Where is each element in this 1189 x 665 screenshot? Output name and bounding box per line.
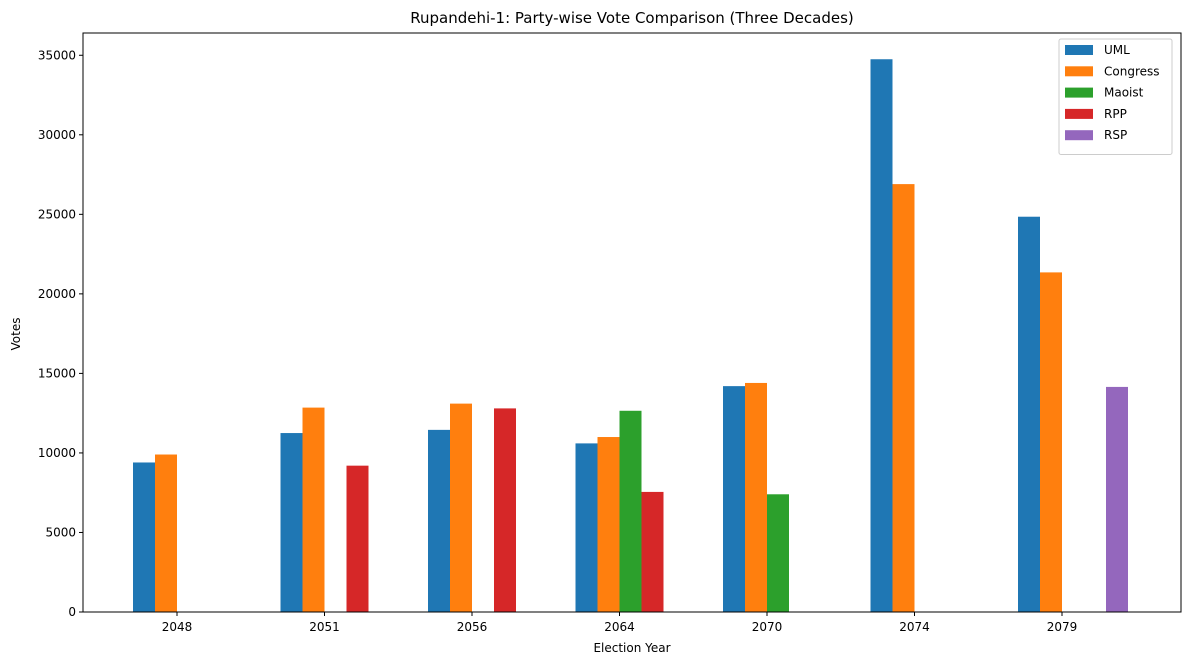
bar-rsp-2079 [1106, 386, 1128, 612]
y-tick-label: 30000 [38, 128, 76, 142]
legend-swatch-rpp [1065, 108, 1093, 119]
y-axis-label: Votes [9, 318, 23, 351]
bar-congress-2048 [155, 454, 177, 612]
x-tick-label: 2048 [162, 620, 193, 634]
bar-uml-2070 [723, 386, 745, 612]
bar-uml-2074 [870, 59, 893, 612]
x-tick-label: 2051 [309, 620, 340, 634]
bar-congress-2064 [597, 437, 620, 612]
y-tick-label: 5000 [45, 525, 76, 539]
y-tick-label: 0 [68, 605, 76, 619]
bar-congress-2079 [1040, 272, 1062, 612]
y-tick-label: 15000 [38, 366, 76, 380]
legend-swatch-uml [1065, 45, 1093, 55]
plot-frame [82, 32, 1182, 613]
bar-congress-2074 [892, 184, 915, 613]
legend: UML Congress Maoist RPP RSP [1058, 38, 1173, 155]
y-tick-label: 20000 [38, 287, 76, 301]
y-tick-label: 10000 [38, 446, 76, 460]
legend-swatch-maoist [1065, 87, 1093, 98]
legend-swatch-rsp [1065, 130, 1093, 141]
x-tick-label: 2079 [1047, 620, 1078, 634]
bar-congress-2051 [302, 407, 325, 612]
bar-rpp-2056 [494, 408, 516, 612]
x-axis: 2048 2051 2056 2064 2070 2074 2079 [162, 612, 1078, 634]
legend-label-congress: Congress [1104, 64, 1160, 78]
y-tick-label: 25000 [38, 207, 76, 221]
bar-congress-2056 [450, 403, 472, 612]
legend-label-rsp: RSP [1104, 128, 1127, 142]
bar-uml-2051 [280, 433, 303, 612]
y-axis: 0 5000 10000 15000 20000 25000 30000 35000 [38, 48, 83, 619]
bar-uml-2064 [575, 443, 598, 612]
bar-congress-2070 [745, 382, 767, 612]
bar-maoist-2064 [619, 410, 642, 612]
x-tick-label: 2070 [752, 620, 783, 634]
legend-label-rpp: RPP [1104, 107, 1127, 121]
y-tick-label: 35000 [38, 48, 76, 62]
x-tick-label: 2074 [899, 620, 930, 634]
x-tick-label: 2056 [457, 620, 488, 634]
bar-rpp-2051 [346, 465, 369, 612]
chart-title: Rupandehi-1: Party-wise Vote Comparison … [410, 9, 854, 27]
bar-uml-2056 [428, 429, 450, 612]
x-axis-label: Election Year [593, 641, 670, 655]
x-tick-label: 2064 [604, 620, 635, 634]
bars-group [133, 59, 1128, 613]
bar-rpp-2064 [641, 491, 664, 612]
bar-uml-2048 [133, 462, 155, 612]
bar-uml-2079 [1018, 216, 1040, 612]
bar-maoist-2070 [767, 494, 789, 612]
legend-swatch-congress [1065, 66, 1093, 77]
legend-label-maoist: Maoist [1104, 86, 1144, 100]
legend-label-uml: UML [1104, 43, 1130, 57]
